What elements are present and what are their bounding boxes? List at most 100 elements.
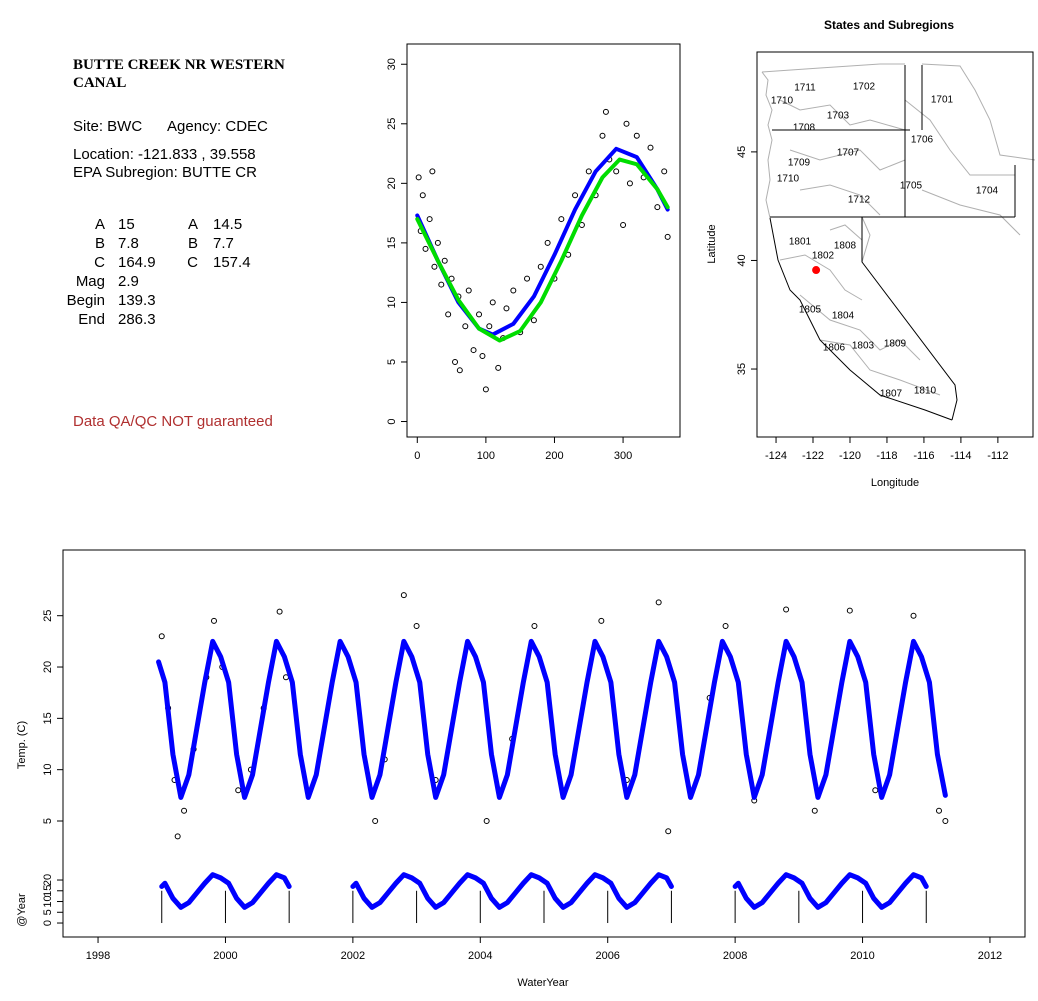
data-point <box>415 174 422 181</box>
param-value: 15 <box>118 216 135 233</box>
data-point <box>665 828 672 835</box>
y-tick-label: 10 <box>386 296 398 308</box>
data-point <box>452 358 459 365</box>
data-point <box>846 607 853 614</box>
data-point <box>633 132 640 139</box>
data-point <box>495 364 502 371</box>
y-tick-label: 40 <box>736 254 748 266</box>
region-label: 1703 <box>827 111 850 122</box>
region-label: 1806 <box>823 343 846 354</box>
fit-line <box>156 638 948 800</box>
data-point <box>441 257 448 264</box>
data-point <box>558 216 565 223</box>
x-tick-label: 2012 <box>978 950 1002 962</box>
data-point <box>483 818 490 825</box>
data-point <box>655 599 662 606</box>
plot-frame <box>62 549 1026 938</box>
x-axis-label: WaterYear <box>517 977 568 989</box>
data-point <box>585 168 592 175</box>
data-point <box>783 606 790 613</box>
y-tick-label: 35 <box>736 363 748 375</box>
data-point <box>811 807 818 814</box>
x-tick-label: -112 <box>987 450 1008 462</box>
data-point <box>489 299 496 306</box>
region-label: 1809 <box>884 339 907 350</box>
y-tick-label: 15 <box>42 885 54 897</box>
data-point <box>910 612 917 619</box>
region-label: 1704 <box>976 186 999 197</box>
region-label: 1710 <box>771 96 794 107</box>
data-point <box>598 617 605 624</box>
data-point <box>276 608 283 615</box>
param-value: 157.4 <box>213 254 251 271</box>
region-label: 1708 <box>793 123 816 134</box>
y-tick-label: 15 <box>386 237 398 249</box>
data-point <box>174 833 181 840</box>
plot-frame <box>756 51 1034 438</box>
y-tick-label: 15 <box>42 712 54 724</box>
data-point <box>422 245 429 252</box>
region-label: 1804 <box>832 311 855 322</box>
data-point <box>602 108 609 115</box>
data-point <box>935 807 942 814</box>
data-point <box>531 622 538 629</box>
param-value: 286.3 <box>118 311 156 328</box>
data-point <box>510 287 517 294</box>
data-point <box>456 367 463 374</box>
x-tick-label: 2006 <box>595 950 619 962</box>
region-label: 1801 <box>789 237 812 248</box>
data-point <box>431 263 438 270</box>
region-label: 1707 <box>837 148 860 159</box>
region-label: 1710 <box>777 174 800 185</box>
param-label: B <box>94 235 105 252</box>
x-tick-label: 2010 <box>850 950 874 962</box>
param-label: Begin <box>66 292 105 309</box>
region-label: 1705 <box>900 181 923 192</box>
param-value: 7.7 <box>213 235 234 252</box>
data-point <box>599 132 606 139</box>
data-point <box>413 622 420 629</box>
data-point <box>372 818 379 825</box>
data-point <box>438 281 445 288</box>
x-axis-label: Longitude <box>871 477 919 489</box>
y-tick-label: 25 <box>42 610 54 622</box>
y-tick-label: 0 <box>386 418 398 424</box>
site: Site: BWC <box>73 118 143 135</box>
region-label: 1706 <box>911 135 934 146</box>
param-value: 164.9 <box>118 254 156 271</box>
data-point <box>235 787 242 794</box>
subregion: EPA Subregion: BUTTE CR <box>73 164 257 181</box>
fit-line <box>415 157 670 343</box>
data-point <box>661 168 668 175</box>
map-title: States and Subregions <box>824 18 954 32</box>
region-label: 1712 <box>848 195 871 206</box>
fit-line <box>415 146 670 337</box>
y2-axis-label: @Year <box>16 893 28 927</box>
region-label: 1803 <box>852 341 875 352</box>
y-tick-label: 20 <box>386 177 398 189</box>
region-label: 1805 <box>799 305 822 316</box>
data-point <box>654 204 661 211</box>
param-label: A <box>187 216 198 233</box>
data-point <box>419 192 426 199</box>
region-label: 1808 <box>834 241 857 252</box>
y-axis-label: Temp. (C) <box>16 721 28 769</box>
data-point <box>210 617 217 624</box>
location: Location: -121.833 , 39.558 <box>73 146 256 163</box>
data-point <box>429 168 436 175</box>
param-value: 2.9 <box>118 273 139 290</box>
param-label: Mag <box>75 273 105 290</box>
data-point <box>544 239 551 246</box>
data-point <box>479 353 486 360</box>
y-tick-label: 5 <box>42 909 54 915</box>
data-point <box>476 311 483 318</box>
param-value: 7.8 <box>118 235 139 252</box>
data-point <box>524 275 531 282</box>
plot-frame <box>406 43 681 438</box>
x-tick-label: -120 <box>839 450 861 462</box>
x-tick-label: 200 <box>545 450 563 462</box>
data-point <box>942 818 949 825</box>
data-point <box>623 120 630 127</box>
x-tick-label: 100 <box>477 450 495 462</box>
